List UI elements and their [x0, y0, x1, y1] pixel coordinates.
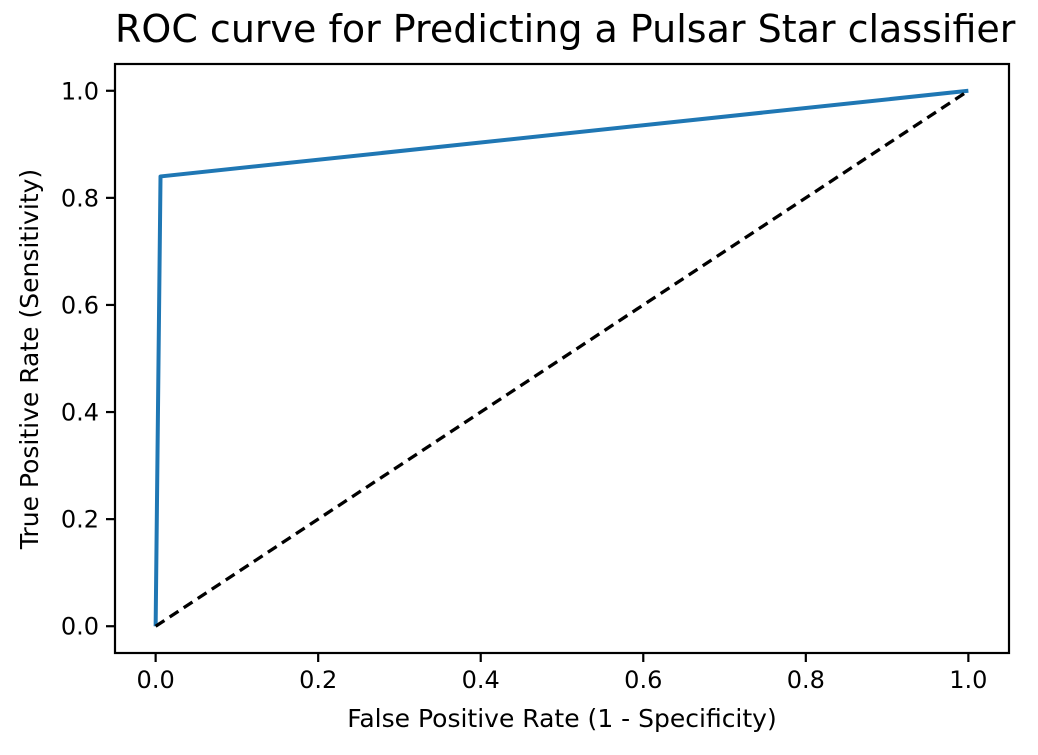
roc-curve-line	[153, 88, 969, 627]
y-tick-label: 0.2	[61, 506, 99, 534]
plot-border	[113, 62, 1011, 655]
y-tick-label: 1.0	[61, 77, 99, 105]
x-axis-label: False Positive Rate (1 - Specificity)	[347, 704, 777, 733]
chance-diagonal-line	[154, 89, 970, 628]
y-tick-label: 0.6	[61, 291, 99, 319]
y-tick-label: 0.0	[61, 613, 99, 641]
x-tick-label: 0.2	[299, 666, 337, 694]
x-tick-label: 0.8	[787, 666, 825, 694]
x-tick-label: 0.6	[624, 666, 662, 694]
x-tick-label: 0.4	[462, 666, 500, 694]
chart-title: ROC curve for Predicting a Pulsar Star c…	[115, 7, 1016, 51]
y-tick-label: 0.8	[61, 184, 99, 212]
y-tick-label: 0.4	[61, 399, 99, 427]
x-tick-label: 1.0	[949, 666, 987, 694]
x-tick-label: 0.0	[137, 666, 175, 694]
